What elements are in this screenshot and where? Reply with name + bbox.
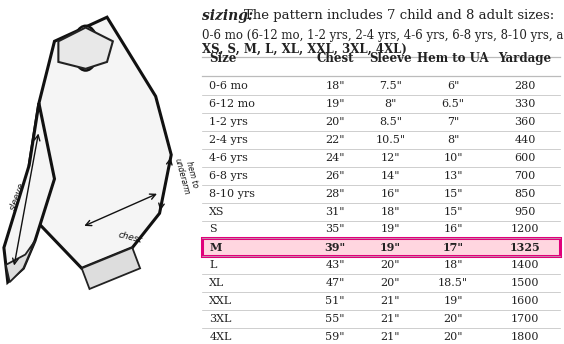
Text: 19": 19" (443, 296, 463, 306)
Text: 2-4 yrs: 2-4 yrs (209, 135, 248, 145)
Text: S: S (209, 224, 217, 235)
Text: 8-10 yrs: 8-10 yrs (209, 189, 255, 199)
Text: 0-6 mo: 0-6 mo (209, 81, 248, 92)
Text: XS: XS (209, 206, 225, 217)
Polygon shape (59, 28, 113, 69)
Polygon shape (82, 248, 140, 289)
Text: 31": 31" (325, 206, 345, 217)
Text: 8.5": 8.5" (379, 117, 402, 127)
Text: 280: 280 (514, 81, 536, 92)
Text: 6-8 yrs: 6-8 yrs (209, 171, 248, 181)
Text: 1325: 1325 (510, 242, 540, 253)
Text: 8": 8" (384, 99, 396, 109)
Text: 20": 20" (381, 278, 400, 288)
Text: 16": 16" (443, 224, 463, 235)
Text: 440: 440 (514, 135, 536, 145)
Text: 35": 35" (325, 224, 345, 235)
Text: sizing:: sizing: (202, 9, 253, 23)
Text: 18": 18" (381, 206, 400, 217)
Text: XL: XL (209, 278, 224, 288)
Text: 19": 19" (380, 242, 401, 253)
Text: 3XL: 3XL (209, 314, 232, 324)
Text: 18.5": 18.5" (438, 278, 468, 288)
Text: 1700: 1700 (511, 314, 539, 324)
Text: 12": 12" (381, 153, 400, 163)
Text: 22": 22" (325, 135, 345, 145)
Text: 4XL: 4XL (209, 332, 232, 342)
Text: 17": 17" (443, 242, 464, 253)
Text: 7": 7" (447, 117, 459, 127)
Text: Yardage: Yardage (499, 52, 552, 65)
Text: 21": 21" (381, 296, 400, 306)
Text: 1400: 1400 (511, 260, 539, 270)
Text: 19": 19" (325, 99, 345, 109)
Text: 18": 18" (325, 81, 345, 92)
Text: 20": 20" (325, 117, 345, 127)
Text: 1500: 1500 (511, 278, 539, 288)
Text: Chest: Chest (316, 52, 354, 65)
Text: L: L (209, 260, 217, 270)
Text: 16": 16" (381, 189, 400, 199)
Text: 51": 51" (325, 296, 345, 306)
Text: 1200: 1200 (511, 224, 539, 235)
Text: 950: 950 (514, 206, 536, 217)
Text: 26": 26" (325, 171, 345, 181)
Text: 8": 8" (447, 135, 459, 145)
Text: 0-6 mo (6-12 mo, 1-2 yrs, 2-4 yrs, 4-6 yrs, 6-8 yrs, 8-10 yrs, adult: 0-6 mo (6-12 mo, 1-2 yrs, 2-4 yrs, 4-6 y… (202, 29, 564, 42)
Text: hem to
underarm: hem to underarm (173, 155, 201, 196)
Text: 1600: 1600 (511, 296, 539, 306)
Text: Size: Size (209, 52, 237, 65)
Circle shape (73, 26, 98, 71)
Text: 59": 59" (325, 332, 345, 342)
Text: M: M (209, 242, 222, 253)
Text: sleeve: sleeve (8, 181, 27, 211)
Text: 6.5": 6.5" (442, 99, 465, 109)
Text: 10.5": 10.5" (375, 135, 406, 145)
Text: 21": 21" (381, 332, 400, 342)
Text: 24": 24" (325, 153, 345, 163)
Text: 18": 18" (443, 260, 463, 270)
Text: 15": 15" (443, 206, 463, 217)
Text: 1800: 1800 (511, 332, 539, 342)
Text: chest: chest (117, 230, 143, 245)
Text: 20": 20" (443, 332, 463, 342)
Polygon shape (29, 17, 171, 268)
Text: 6": 6" (447, 81, 459, 92)
Text: 4-6 yrs: 4-6 yrs (209, 153, 248, 163)
Text: 7.5": 7.5" (379, 81, 402, 92)
Text: XXL: XXL (209, 296, 232, 306)
Text: 14": 14" (381, 171, 400, 181)
Text: XS, S, M, L, XL, XXL, 3XL, 4XL): XS, S, M, L, XL, XXL, 3XL, 4XL) (202, 43, 407, 56)
Text: 700: 700 (514, 171, 536, 181)
Text: 47": 47" (325, 278, 345, 288)
Text: 10": 10" (443, 153, 463, 163)
Text: 15": 15" (443, 189, 463, 199)
Text: 55": 55" (325, 314, 345, 324)
Text: 28": 28" (325, 189, 345, 199)
Text: 1-2 yrs: 1-2 yrs (209, 117, 248, 127)
Polygon shape (4, 103, 55, 282)
Text: 850: 850 (514, 189, 536, 199)
Text: Sleeve: Sleeve (369, 52, 412, 65)
Text: 39": 39" (324, 242, 346, 253)
FancyBboxPatch shape (202, 238, 560, 256)
Text: 13": 13" (443, 171, 463, 181)
Text: 19": 19" (381, 224, 400, 235)
Polygon shape (6, 241, 35, 282)
Text: 360: 360 (514, 117, 536, 127)
Text: 600: 600 (514, 153, 536, 163)
Text: 43": 43" (325, 260, 345, 270)
Text: 20": 20" (381, 260, 400, 270)
Text: 330: 330 (514, 99, 536, 109)
Text: 6-12 mo: 6-12 mo (209, 99, 255, 109)
Text: 20": 20" (443, 314, 463, 324)
Text: Hem to UA: Hem to UA (417, 52, 489, 65)
Text: 21": 21" (381, 314, 400, 324)
Text: The pattern includes 7 child and 8 adult sizes:: The pattern includes 7 child and 8 adult… (244, 9, 555, 22)
